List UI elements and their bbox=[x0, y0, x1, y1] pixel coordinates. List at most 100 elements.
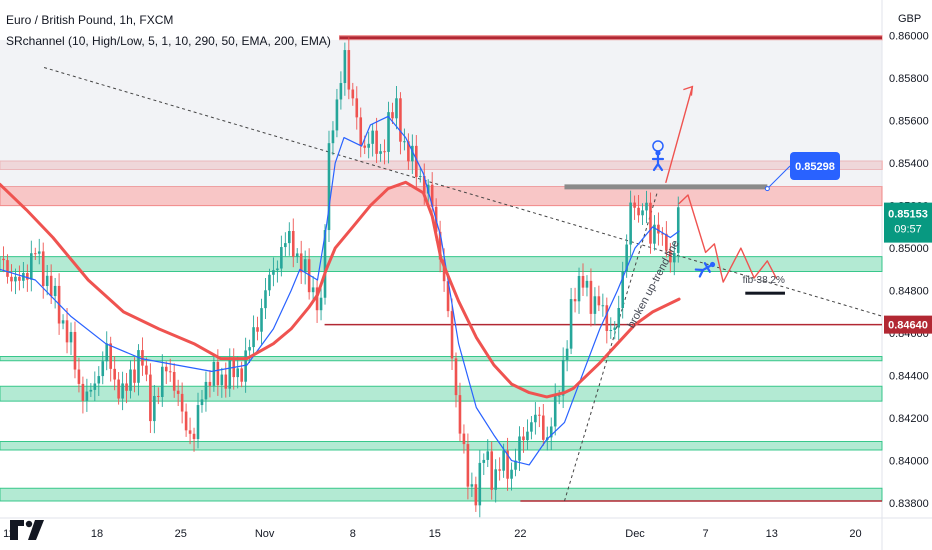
candle-body bbox=[164, 366, 168, 372]
breakout-arrowhead bbox=[683, 85, 694, 96]
climber-halo-icon bbox=[652, 140, 664, 152]
candle-body bbox=[61, 320, 65, 324]
candle-body bbox=[81, 383, 85, 401]
candle-body bbox=[522, 436, 525, 441]
candle-body bbox=[335, 99, 339, 131]
candle-body bbox=[669, 250, 672, 263]
candle-body bbox=[276, 268, 279, 271]
resistance-bar bbox=[564, 184, 768, 190]
candle-body bbox=[399, 98, 402, 142]
support-zone-4 bbox=[0, 356, 883, 362]
candle-body bbox=[478, 462, 482, 506]
candle-body bbox=[323, 230, 327, 298]
candle-body bbox=[561, 359, 565, 396]
candle-body bbox=[97, 376, 101, 384]
candle-body bbox=[514, 460, 517, 470]
candle-body bbox=[565, 348, 569, 360]
candle-body bbox=[442, 259, 446, 282]
candle-body bbox=[597, 296, 601, 306]
climber-icon-head bbox=[655, 150, 661, 156]
candle-body bbox=[89, 389, 93, 392]
candle-body bbox=[506, 450, 509, 479]
climber-icon-body bbox=[651, 154, 665, 172]
candle-body bbox=[518, 436, 521, 461]
candle-body bbox=[462, 433, 466, 445]
candle-body bbox=[212, 361, 216, 386]
candle-body bbox=[101, 361, 105, 377]
candle-body bbox=[641, 210, 644, 216]
candle-body bbox=[244, 350, 247, 382]
candle-body bbox=[549, 426, 553, 438]
x-tick-label: Dec bbox=[625, 528, 645, 540]
annotation-fib: fib-38.2% bbox=[743, 275, 785, 286]
candle-body bbox=[240, 368, 243, 382]
current-price-box bbox=[884, 202, 932, 243]
candle-body bbox=[383, 151, 386, 153]
candle-body bbox=[613, 327, 617, 331]
candle-body bbox=[172, 371, 176, 391]
y-tick-label: 0.84400 bbox=[889, 371, 929, 383]
candle-body bbox=[176, 390, 180, 394]
candle-body bbox=[133, 369, 136, 383]
candle-body bbox=[454, 358, 458, 396]
callout-box bbox=[790, 152, 840, 180]
candle-body bbox=[629, 202, 632, 245]
symbol-title: Euro / British Pound, 1h, FXCM bbox=[6, 13, 174, 27]
candle-body bbox=[617, 307, 621, 328]
candle-body bbox=[228, 358, 232, 389]
candle-body bbox=[192, 433, 196, 440]
candle-body bbox=[530, 422, 533, 432]
candle-body bbox=[359, 117, 363, 146]
candle-body bbox=[65, 320, 69, 343]
candle-body bbox=[37, 251, 41, 254]
candle-body bbox=[153, 395, 156, 422]
candle-body bbox=[605, 305, 609, 331]
candle-body bbox=[160, 366, 164, 397]
candle-body bbox=[45, 275, 49, 286]
candle-body bbox=[649, 202, 652, 244]
candle-body bbox=[347, 50, 351, 90]
candle-body bbox=[379, 151, 382, 154]
candle-body bbox=[236, 368, 239, 378]
series-ema-slow bbox=[0, 180, 681, 399]
x-tick-label: 15 bbox=[429, 528, 441, 540]
candle-body bbox=[77, 369, 81, 384]
y-tick-label: 0.84000 bbox=[889, 456, 929, 468]
y-tick-label: 0.86000 bbox=[889, 31, 929, 43]
candle-body bbox=[573, 299, 577, 302]
candle-body bbox=[18, 276, 21, 281]
candle-body bbox=[676, 207, 680, 253]
candle-body bbox=[395, 98, 398, 119]
candle-body bbox=[256, 327, 259, 332]
candle-body bbox=[287, 231, 291, 244]
series-breakout-projection bbox=[665, 85, 694, 184]
candle-body bbox=[295, 253, 299, 257]
candle-body bbox=[26, 273, 29, 280]
candle-body bbox=[538, 414, 541, 416]
candle-body bbox=[145, 365, 148, 375]
candle-body bbox=[204, 381, 208, 400]
candle-body bbox=[137, 350, 140, 383]
candle-body bbox=[391, 112, 394, 119]
candle-body bbox=[93, 383, 97, 390]
candle-body bbox=[474, 484, 478, 506]
candle-body bbox=[113, 368, 116, 380]
y-tick-label: 0.85600 bbox=[889, 116, 929, 128]
series-ema-fast bbox=[0, 115, 680, 466]
candle-body bbox=[589, 280, 593, 314]
fib-bar bbox=[745, 291, 785, 295]
candle-body bbox=[49, 275, 53, 297]
candle-body bbox=[450, 311, 454, 359]
candle-body bbox=[6, 260, 9, 277]
candle-body bbox=[117, 379, 120, 399]
y-tick-label: 0.83800 bbox=[889, 498, 929, 510]
candle-body bbox=[665, 233, 668, 251]
candle-body bbox=[303, 259, 307, 273]
candle-body bbox=[577, 276, 581, 302]
y-tick-label: 0.85800 bbox=[889, 73, 929, 85]
candle-body bbox=[593, 296, 597, 314]
candle-body bbox=[69, 331, 73, 343]
candle-body bbox=[331, 130, 335, 144]
candle-body bbox=[351, 89, 355, 99]
